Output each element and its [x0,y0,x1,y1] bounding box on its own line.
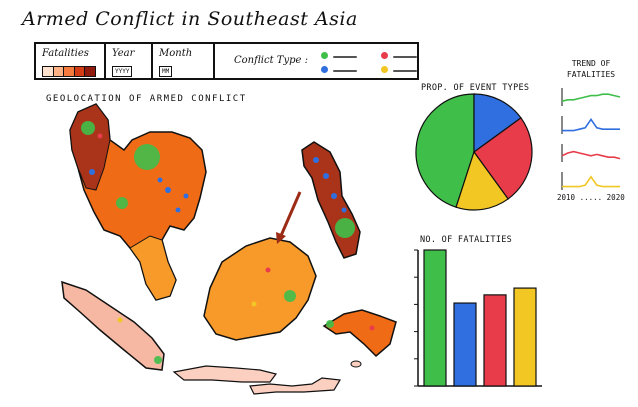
pie-title: PROP. OF EVENT TYPES [421,83,530,93]
legend-item-green[interactable] [321,51,371,61]
event-marker-red[interactable] [97,133,103,139]
event-marker-blue[interactable] [89,169,95,175]
map-arrow [278,191,302,239]
bar[interactable] [423,249,447,387]
year-filter[interactable]: Year YYYY [106,44,153,78]
legend-line [333,70,357,72]
map-region-borneo[interactable] [203,237,317,341]
bar-chart[interactable] [414,249,542,387]
year-select[interactable]: YYYY [112,66,133,77]
trend-axis-label: 2010 ..... 2020 [557,193,625,202]
event-marker-blue[interactable] [331,193,337,199]
map-region-sumatra[interactable] [61,280,165,371]
event-marker-green[interactable] [284,290,296,302]
legend-dot [321,66,328,73]
event-marker-blue[interactable] [157,177,163,183]
event-marker-blue[interactable] [183,193,189,199]
map-region-java[interactable] [172,365,278,383]
bar[interactable] [513,287,537,387]
legend-item-yellow[interactable] [381,65,431,75]
ramp-step [43,67,54,76]
map-region-thailand-south[interactable] [129,235,177,301]
event-marker-red[interactable] [369,325,375,331]
map-title: GEOLOCATION OF ARMED CONFLICT [46,94,247,104]
trend-title: TREND OF FATALITIES [566,59,616,79]
legend-item-red[interactable] [381,51,431,61]
event-marker-green[interactable] [134,144,160,170]
legend-line [333,56,357,58]
legend-dot [381,52,388,59]
event-marker-yellow[interactable] [251,301,257,307]
trend-line [561,150,621,160]
trend-chart [561,88,621,190]
event-marker-blue[interactable] [165,187,171,193]
year-label: Year [112,48,135,59]
pie-slice[interactable] [473,117,533,200]
bar-title: NO. OF FATALITIES [420,235,513,245]
conflict-type-label: Conflict Type : [234,55,308,66]
pie-slice[interactable] [455,150,509,211]
month-filter[interactable]: Month MM [153,44,215,78]
map-region-lesser-sunda[interactable] [249,377,341,395]
pie-slice[interactable] [473,93,522,154]
pie-slice[interactable] [415,93,475,208]
legend-dot [381,66,388,73]
fatalities-filter[interactable]: Fatalities [36,44,106,78]
map-region-philippines[interactable] [301,141,361,259]
ramp-step [53,67,65,76]
legend-line [393,56,417,58]
legend-item-blue[interactable] [321,65,371,75]
event-marker-blue[interactable] [313,157,319,163]
bar[interactable] [483,294,507,387]
event-marker-green[interactable] [154,356,162,364]
month-label: Month [159,48,193,59]
event-marker-green[interactable] [81,121,95,135]
event-marker-green[interactable] [335,218,355,238]
trend-line [562,175,620,188]
ramp-step [74,67,86,76]
event-marker-blue[interactable] [323,173,329,179]
ramp-step [64,67,75,76]
trend-line [561,93,621,102]
bar[interactable] [453,302,477,387]
event-marker-green[interactable] [326,320,334,328]
map-region-sulawesi[interactable] [322,309,397,358]
pie-chart[interactable] [415,93,533,211]
fatality-color-ramp[interactable] [42,66,96,77]
event-marker-yellow[interactable] [117,317,123,323]
dashboard-title: Armed Conflict in Southeast Asia [22,8,358,30]
event-marker-blue[interactable] [341,207,347,213]
event-marker-green[interactable] [116,197,128,209]
fatalities-label: Fatalities [42,48,89,59]
ramp-step [85,67,95,76]
map-region-islet[interactable] [350,360,362,368]
map-arrow-head [276,232,286,244]
month-select[interactable]: MM [159,66,173,77]
trend-line [562,117,620,132]
map-region-myanmar-north[interactable] [69,103,111,191]
legend-dot [321,52,328,59]
event-marker-blue[interactable] [175,207,181,213]
legend-line [393,70,417,72]
filter-bar: Fatalities Year YYYY Month MM Conflict T… [34,42,419,80]
event-marker-red[interactable] [265,267,271,273]
